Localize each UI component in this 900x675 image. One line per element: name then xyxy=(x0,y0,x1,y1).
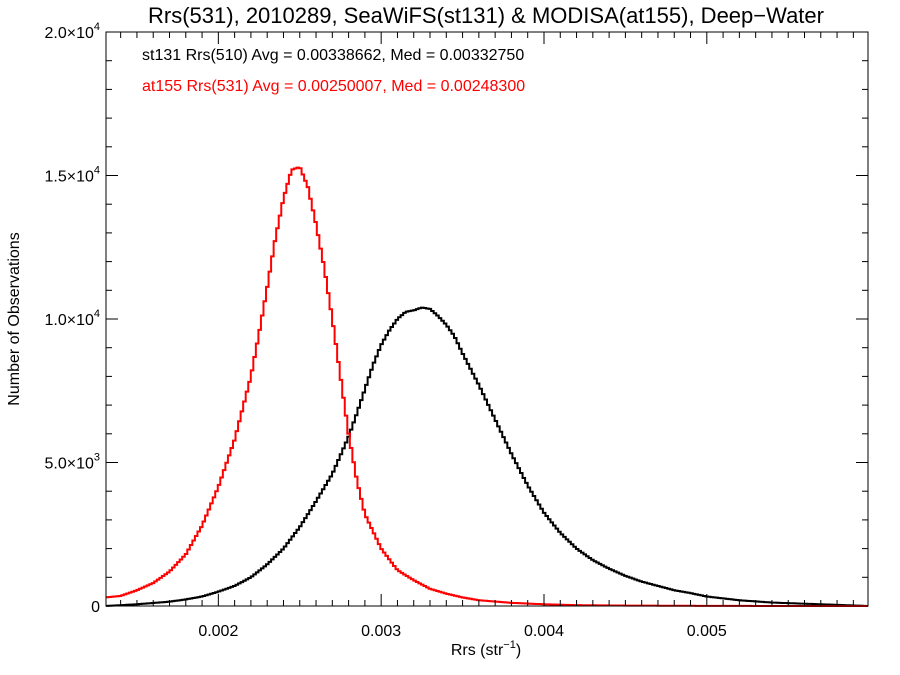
y-tick-label: 2.0×104 xyxy=(44,21,100,42)
y-axis-label: Number of Observations xyxy=(6,232,23,405)
y-tick-label: 1.5×104 xyxy=(44,165,100,186)
series-layer xyxy=(106,166,868,607)
plot-frame xyxy=(105,31,869,607)
x-axis: 0.002 0.003 0.004 0.005 xyxy=(120,32,854,640)
legend-entry: st131 Rrs(510) Avg = 0.00338662, Med = 0… xyxy=(142,47,524,64)
histogram-series-1 xyxy=(106,306,868,607)
legend: st131 Rrs(510) Avg = 0.00338662, Med = 0… xyxy=(142,47,525,95)
x-axis-label: Rrs (str−1) xyxy=(451,639,521,659)
histogram-series-2 xyxy=(106,166,868,607)
y-tick-label: 1.0×104 xyxy=(44,308,100,329)
y-tick-label: 0 xyxy=(91,599,100,616)
x-tick-label: 0.002 xyxy=(198,623,238,640)
x-axis-label-close: ) xyxy=(516,642,521,659)
chart-title: Rrs(531), 2010289, SeaWiFS(st131) & MODI… xyxy=(148,3,824,28)
x-tick-label: 0.003 xyxy=(361,623,401,640)
y-axis: 0 5.0×103 1.0×104 1.5×104 2.0×104 xyxy=(44,21,868,616)
x-tick-label: 0.004 xyxy=(524,623,564,640)
y-tick-label: 5.0×103 xyxy=(44,452,100,473)
legend-entry: at155 Rrs(531) Avg = 0.00250007, Med = 0… xyxy=(142,78,525,95)
x-tick-label: 0.005 xyxy=(687,623,727,640)
x-axis-label-sup: −1 xyxy=(503,639,516,651)
